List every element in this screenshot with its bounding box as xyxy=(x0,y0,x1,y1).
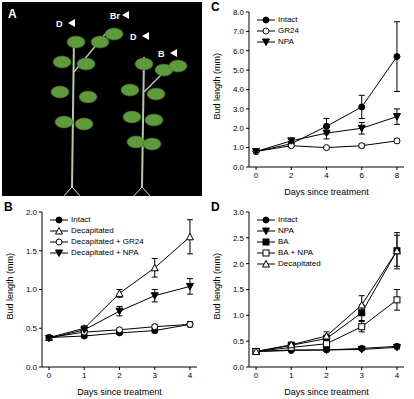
svg-text:1.0: 1.0 xyxy=(26,285,38,294)
svg-text:1.5: 1.5 xyxy=(233,285,245,294)
svg-text:Br: Br xyxy=(110,11,120,21)
svg-text:0: 0 xyxy=(47,371,52,380)
html-text:D: D xyxy=(211,200,220,214)
svg-text:Days since treatment: Days since treatment xyxy=(77,387,162,397)
svg-text:2.0: 2.0 xyxy=(233,260,245,269)
html-text:Decapitated + NPA: Decapitated + NPA xyxy=(71,248,139,257)
svg-text:4: 4 xyxy=(395,371,400,380)
svg-text:Bud length (mm): Bud length (mm) xyxy=(5,253,15,320)
svg-text:3.0: 3.0 xyxy=(233,208,245,217)
svg-text:4: 4 xyxy=(188,371,193,380)
svg-text:3.0: 3.0 xyxy=(233,105,245,114)
html-text:NPA: NPA xyxy=(278,226,294,235)
html-text:Decapitated: Decapitated xyxy=(278,259,321,268)
html-text:Decapitated + GR24: Decapitated + GR24 xyxy=(71,237,144,246)
svg-text:7.0: 7.0 xyxy=(233,27,245,36)
html-text:Decapitated: Decapitated xyxy=(71,226,114,235)
svg-text:5.0: 5.0 xyxy=(233,66,245,75)
svg-text:1.0: 1.0 xyxy=(233,143,245,152)
svg-text:2.0: 2.0 xyxy=(26,208,38,217)
html-text:Intact: Intact xyxy=(278,15,298,24)
svg-text:6.0: 6.0 xyxy=(233,47,245,56)
html-text:BA + NPA: BA + NPA xyxy=(278,248,314,257)
svg-text:A: A xyxy=(8,7,17,21)
svg-text:0.0: 0.0 xyxy=(233,363,245,372)
html-text:B: B xyxy=(4,200,13,214)
svg-text:Bud length (mm): Bud length (mm) xyxy=(212,253,222,320)
svg-text:Bud length (mm): Bud length (mm) xyxy=(212,53,222,120)
svg-text:2: 2 xyxy=(117,371,122,380)
svg-text:3: 3 xyxy=(360,371,365,380)
html-text:BA: BA xyxy=(278,237,289,246)
svg-text:2: 2 xyxy=(289,171,294,180)
html-text:GR24: GR24 xyxy=(278,26,299,35)
svg-text:8.0: 8.0 xyxy=(233,8,245,17)
svg-text:2: 2 xyxy=(324,371,329,380)
svg-text:2.5: 2.5 xyxy=(233,234,245,243)
svg-text:B: B xyxy=(158,49,165,59)
svg-text:Days since treatment: Days since treatment xyxy=(284,387,369,397)
svg-text:8: 8 xyxy=(395,171,400,180)
html-text:NPA: NPA xyxy=(278,37,294,46)
svg-text:4: 4 xyxy=(324,171,329,180)
svg-text:0.5: 0.5 xyxy=(26,324,38,333)
svg-text:D: D xyxy=(130,32,137,42)
html-text:C: C xyxy=(211,0,220,14)
svg-text:0.5: 0.5 xyxy=(233,337,245,346)
svg-text:Days since treatment: Days since treatment xyxy=(284,187,369,197)
svg-text:D: D xyxy=(56,19,63,29)
svg-text:0.0: 0.0 xyxy=(233,163,245,172)
svg-text:1: 1 xyxy=(82,371,87,380)
svg-text:3: 3 xyxy=(153,371,158,380)
svg-text:1.0: 1.0 xyxy=(233,311,245,320)
svg-text:1: 1 xyxy=(289,371,294,380)
svg-text:0.0: 0.0 xyxy=(26,363,38,372)
svg-text:0: 0 xyxy=(254,371,259,380)
svg-text:4.0: 4.0 xyxy=(233,85,245,94)
html-text:Intact: Intact xyxy=(278,215,298,224)
svg-text:1.5: 1.5 xyxy=(26,247,38,256)
html-text:Intact: Intact xyxy=(71,215,91,224)
svg-text:6: 6 xyxy=(360,171,365,180)
svg-text:2.0: 2.0 xyxy=(233,124,245,133)
svg-text:0: 0 xyxy=(254,171,259,180)
